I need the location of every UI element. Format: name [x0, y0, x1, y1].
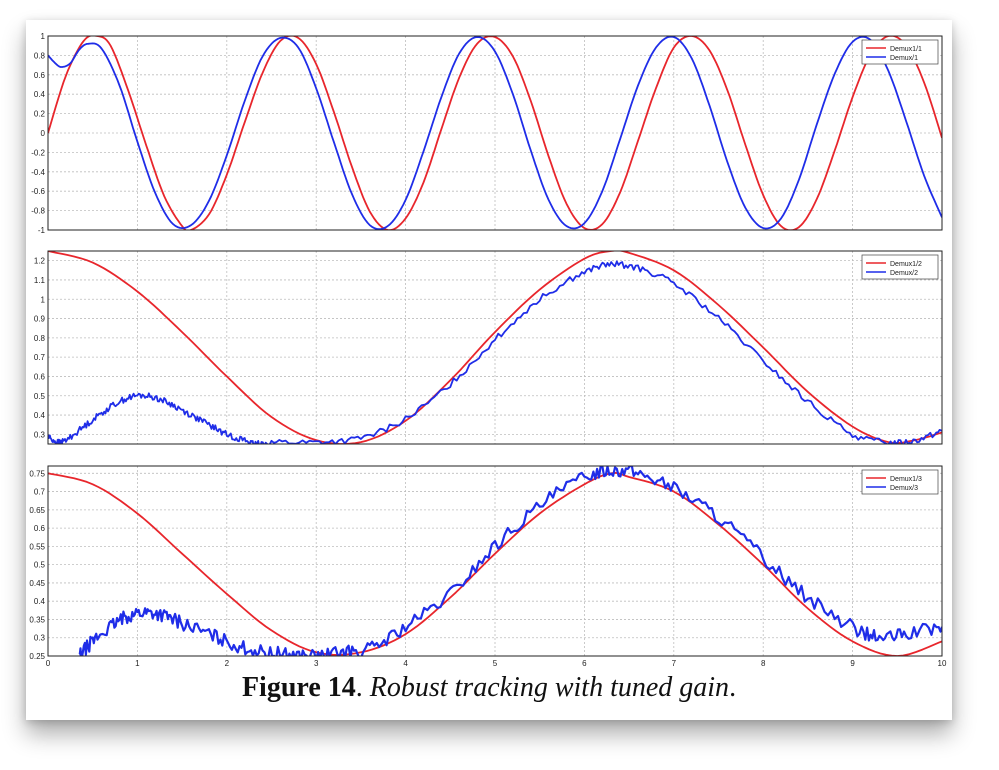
y-tick-label: 0.4 — [34, 411, 46, 420]
x-tick-label: 7 — [672, 659, 677, 668]
legend: Demux1/3 Demux/3 — [861, 469, 939, 495]
x-tick-label: 1 — [135, 659, 140, 668]
plot-border — [47, 35, 943, 231]
legend-label: Demux1/3 — [890, 476, 922, 483]
y-tick-label: 0.35 — [29, 615, 45, 624]
y-tick-label: 0.6 — [34, 524, 46, 533]
legend-label: Demux/3 — [890, 485, 918, 492]
series-group — [48, 466, 942, 656]
x-tick-label: 8 — [761, 659, 766, 668]
y-tick-label: 0.5 — [34, 392, 46, 401]
y-tick-label: 0.2 — [34, 110, 46, 119]
y-tick-label: 0.5 — [34, 561, 46, 570]
y-tick-label: 1.1 — [34, 276, 46, 285]
series-line-red — [48, 472, 942, 656]
legend-label: Demux1/2 — [890, 261, 922, 268]
y-tick-label: 0.55 — [29, 542, 45, 551]
y-tick-label: -0.4 — [31, 168, 45, 177]
legend: Demux1/2 Demux/2 — [861, 254, 939, 280]
series-line-red — [48, 36, 942, 230]
x-tick-label: 10 — [938, 659, 947, 668]
chart-panel-3: 0.25 0.3 0.35 0.4 0.45 0.5 0.55 0.6 0.65 0.7 0.75 0… — [29, 465, 947, 668]
figure-plots: -1 -0.8 -0.6 -0.4 -0.2 0 0.2 0.4 0.6 0.8 1 Demux1/1… — [29, 32, 947, 668]
legend-box — [861, 469, 939, 495]
legend-label: Demux/2 — [890, 270, 918, 277]
plot-border — [47, 250, 943, 445]
legend-label: Demux1/1 — [890, 46, 922, 53]
y-tick-label: 1 — [41, 32, 46, 41]
y-tick-label: -0.8 — [31, 207, 45, 216]
x-tick-label: 6 — [582, 659, 587, 668]
legend-box — [861, 254, 939, 280]
plot-border — [47, 465, 943, 657]
series-group — [48, 251, 942, 444]
y-tick-label: 0.8 — [34, 51, 46, 60]
y-tick-label: -0.2 — [31, 148, 45, 157]
y-tick-label: 0.65 — [29, 506, 45, 515]
y-tick-label: 0.4 — [34, 90, 46, 99]
y-tick-label: 0.8 — [34, 334, 46, 343]
y-tick-label: 1.2 — [34, 257, 46, 266]
y-tick-label: 0.25 — [29, 652, 45, 661]
y-tick-label: 0.45 — [29, 579, 45, 588]
y-tick-label: 0 — [41, 129, 46, 138]
y-tick-label: 0.4 — [34, 597, 46, 606]
series-line-blue — [78, 466, 942, 656]
x-tick-label: 2 — [225, 659, 230, 668]
y-tick-label: 0.75 — [29, 469, 45, 478]
y-tick-label: 0.6 — [34, 372, 46, 381]
y-tick-label: -1 — [38, 226, 46, 235]
legend-label: Demux/1 — [890, 55, 918, 62]
y-tick-label: -0.6 — [31, 187, 45, 196]
y-tick-label: 1 — [41, 295, 46, 304]
legend-box — [861, 39, 939, 65]
y-tick-label: 0.3 — [34, 634, 46, 643]
figure-caption: Figure 14. Robust tracking with tuned ga… — [26, 672, 952, 704]
legend: Demux1/1 Demux/1 — [861, 39, 939, 65]
chart-panel-2: 0.30.40.50.60.70.80.911.11.2 Demux1/2Demu… — [34, 250, 943, 445]
caption-end: . — [729, 672, 737, 703]
series-line-blue — [48, 260, 942, 444]
figure-card: -1 -0.8 -0.6 -0.4 -0.2 0 0.2 0.4 0.6 0.8 1 Demux1/1… — [26, 20, 952, 720]
x-tick-label: 4 — [403, 659, 408, 668]
x-tick-label: 0 — [46, 659, 51, 668]
caption-text: Robust tracking with tuned gain — [369, 672, 730, 703]
x-tick-label: 3 — [314, 659, 319, 668]
y-tick-label: 0.7 — [34, 353, 46, 362]
caption-label: Figure 14 — [241, 672, 356, 703]
y-tick-label: 0.3 — [34, 430, 46, 439]
y-tick-label: 0.7 — [34, 488, 46, 497]
chart-panel-1: -1 -0.8 -0.6 -0.4 -0.2 0 0.2 0.4 0.6 0.8 1 Demux1/1… — [31, 32, 943, 235]
x-tick-label: 9 — [850, 659, 855, 668]
series-group — [48, 36, 942, 230]
series-line-blue — [48, 36, 942, 230]
caption-separator: . — [355, 672, 370, 703]
y-tick-label: 0.6 — [34, 71, 46, 80]
series-line-red — [48, 251, 942, 444]
y-tick-label: 0.9 — [34, 315, 46, 324]
x-tick-label: 5 — [493, 659, 498, 668]
